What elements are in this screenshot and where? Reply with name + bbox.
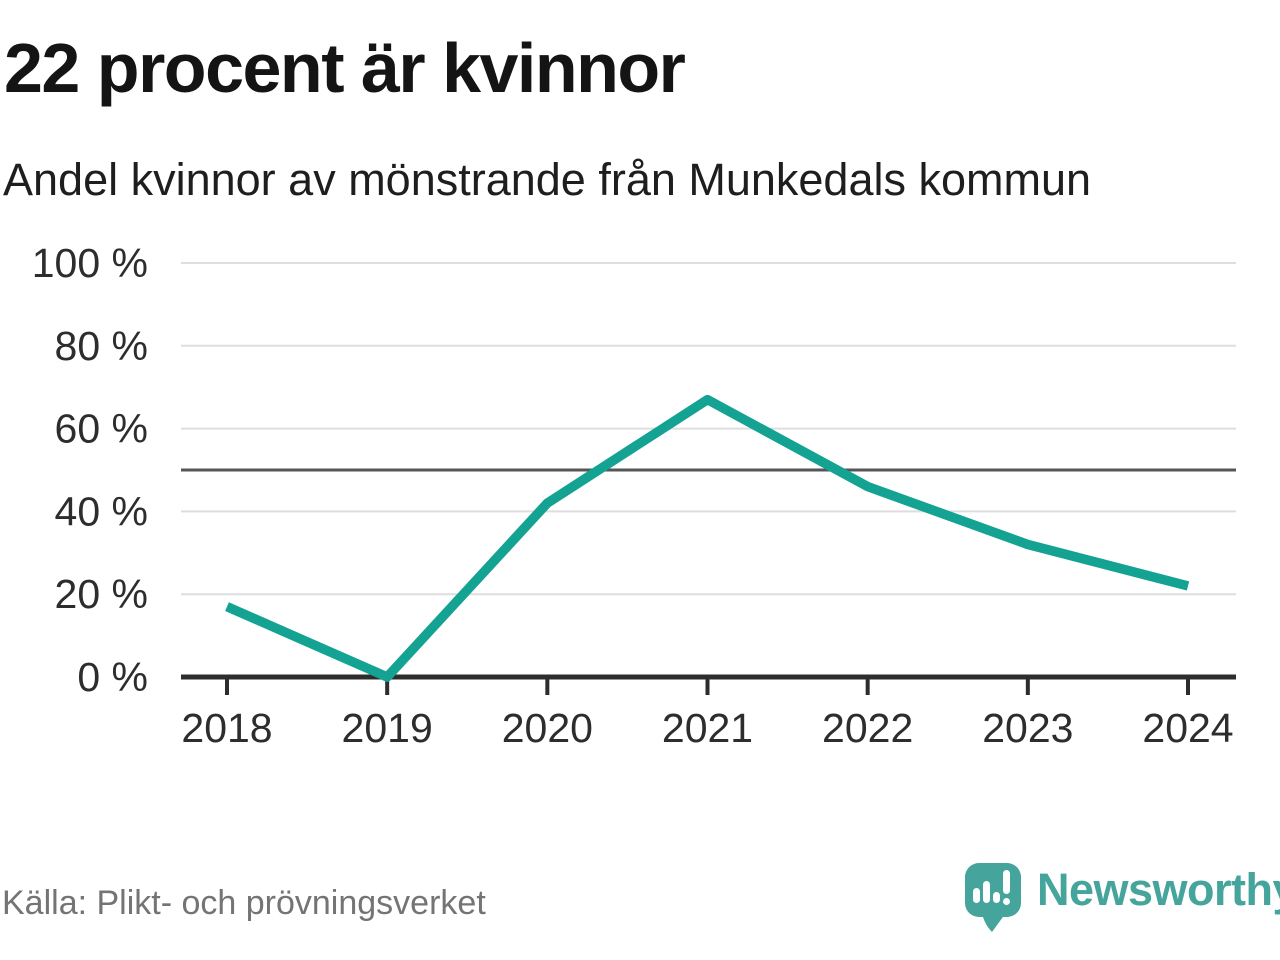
y-axis-label: 40 % (55, 488, 148, 534)
x-axis-label: 2023 (982, 705, 1073, 751)
y-axis-label: 100 % (32, 240, 148, 286)
x-axis-label: 2024 (1142, 705, 1233, 751)
y-axis-labels: 0 % 20 % 40 % 60 % 80 % 100 % (32, 240, 148, 700)
data-line (225, 394, 1190, 682)
x-axis (181, 674, 1236, 695)
x-axis-label: 2019 (342, 705, 433, 751)
chart-title: 22 procent är kvinnor (4, 29, 686, 107)
y-axis-label: 80 % (55, 323, 148, 369)
y-axis-label: 60 % (55, 406, 148, 452)
source-note: Källa: Plikt- och prövningsverket (2, 884, 486, 922)
newsworthy-logo: Newsworthy (962, 860, 1280, 938)
y-axis-label: 20 % (55, 571, 148, 617)
gridlines (181, 262, 1236, 596)
x-axis-label: 2020 (502, 705, 593, 751)
x-axis-label: 2022 (822, 705, 913, 751)
x-axis-label: 2021 (662, 705, 753, 751)
speech-bubble-bar-chart-icon (965, 863, 1021, 932)
x-axis-label: 2018 (181, 705, 272, 751)
y-axis-label: 0 % (77, 654, 148, 700)
brand-name: Newsworthy (1037, 864, 1280, 915)
chart-subtitle: Andel kvinnor av mönstrande från Munkeda… (3, 154, 1092, 205)
x-axis-labels: 2018 2019 2020 2021 2022 2023 2024 (181, 705, 1233, 751)
